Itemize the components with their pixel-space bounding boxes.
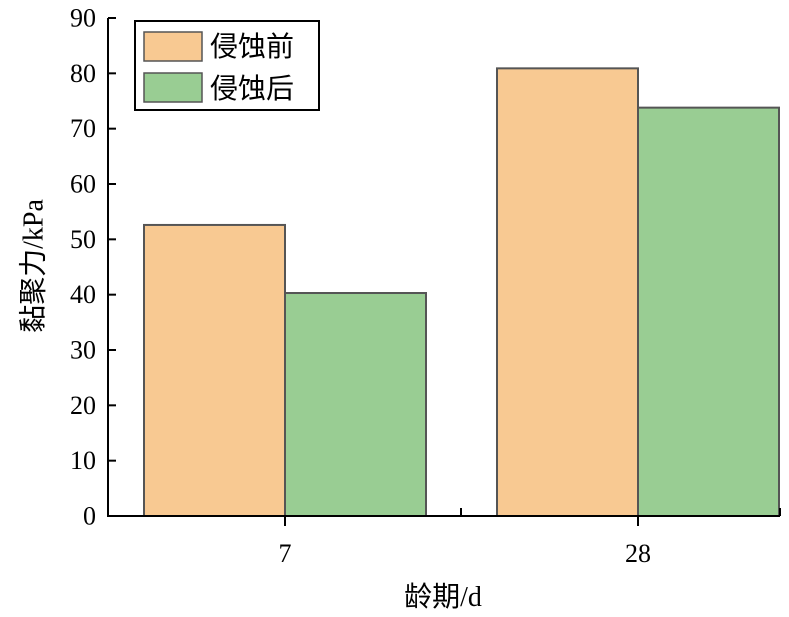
x-axis-ticks: 7 28 xyxy=(279,508,781,568)
x-axis-title: 龄期/d xyxy=(404,581,482,613)
bars xyxy=(143,67,780,518)
bar-before-7 xyxy=(143,223,286,518)
axes xyxy=(107,18,780,517)
legend-swatch-before xyxy=(143,31,203,62)
x-tick-label: 28 xyxy=(625,539,651,568)
legend-swatch-after xyxy=(143,72,203,103)
y-tick-label: 10 xyxy=(70,446,96,475)
y-tick-label: 40 xyxy=(70,280,96,309)
y-tick-label: 90 xyxy=(70,4,96,33)
x-tick-label: 7 xyxy=(279,539,292,568)
y-tick-label: 0 xyxy=(83,502,96,531)
legend-label-before: 侵蚀前 xyxy=(210,31,294,63)
y-tick-label: 70 xyxy=(70,114,96,143)
y-tick-label: 80 xyxy=(70,59,96,88)
y-tick-label: 50 xyxy=(70,225,96,254)
bar-after-28 xyxy=(637,106,780,517)
legend: 侵蚀前 侵蚀后 xyxy=(134,20,320,111)
bar-after-7 xyxy=(284,292,427,517)
y-tick-label: 30 xyxy=(70,336,96,365)
y-tick-label: 20 xyxy=(70,391,96,420)
y-axis-title: 黏聚力/kPa xyxy=(17,199,49,333)
y-axis-ticks: 0 10 20 30 40 50 60 70 80 90 xyxy=(70,4,116,531)
bar-before-28 xyxy=(496,67,639,517)
legend-label-after: 侵蚀后 xyxy=(210,73,294,105)
y-tick-label: 60 xyxy=(70,170,96,199)
